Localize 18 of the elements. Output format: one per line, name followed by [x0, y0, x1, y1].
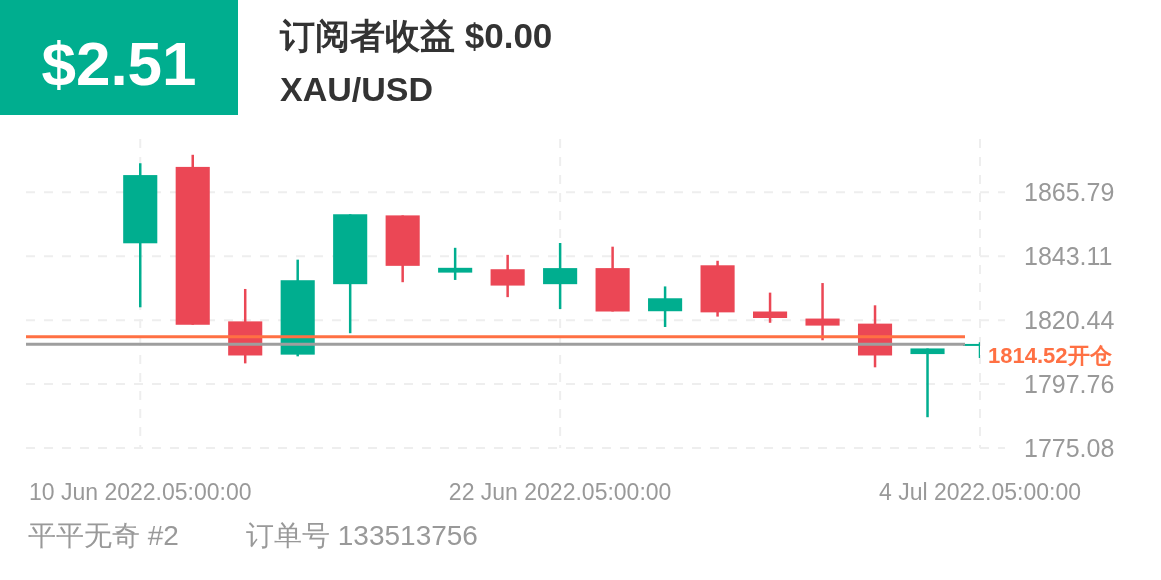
text: 平平无奇 #2	[28, 520, 179, 551]
chart-title: 订阅者收益 $0.00	[279, 16, 553, 55]
y-tick-label: 1797.76	[1024, 370, 1115, 399]
x-tick-label: 22 Jun 2022.05:00:00	[448, 479, 672, 505]
chart-subtitle: XAU/USD	[280, 70, 434, 108]
x-tick-label: 4 Jul 2022.05:00:00	[878, 479, 1082, 505]
candlestick	[805, 281, 840, 342]
y-tick-label: 1820.44	[1024, 306, 1115, 335]
candlestick	[910, 347, 945, 419]
x-tick-label: 10 Jun 2022.05:00:00	[28, 479, 252, 505]
candlestick	[753, 291, 788, 325]
ref-line-label: 1814.52开仓	[988, 343, 1113, 369]
y-tick-label: 1843.11	[1024, 242, 1113, 271]
y-tick-label: 1775.08	[1024, 434, 1115, 462]
text: $2.51	[41, 29, 197, 98]
text: 订单号 133513756	[246, 520, 478, 551]
y-tick-label: 1865.79	[1024, 178, 1115, 207]
candlestick	[438, 246, 473, 282]
